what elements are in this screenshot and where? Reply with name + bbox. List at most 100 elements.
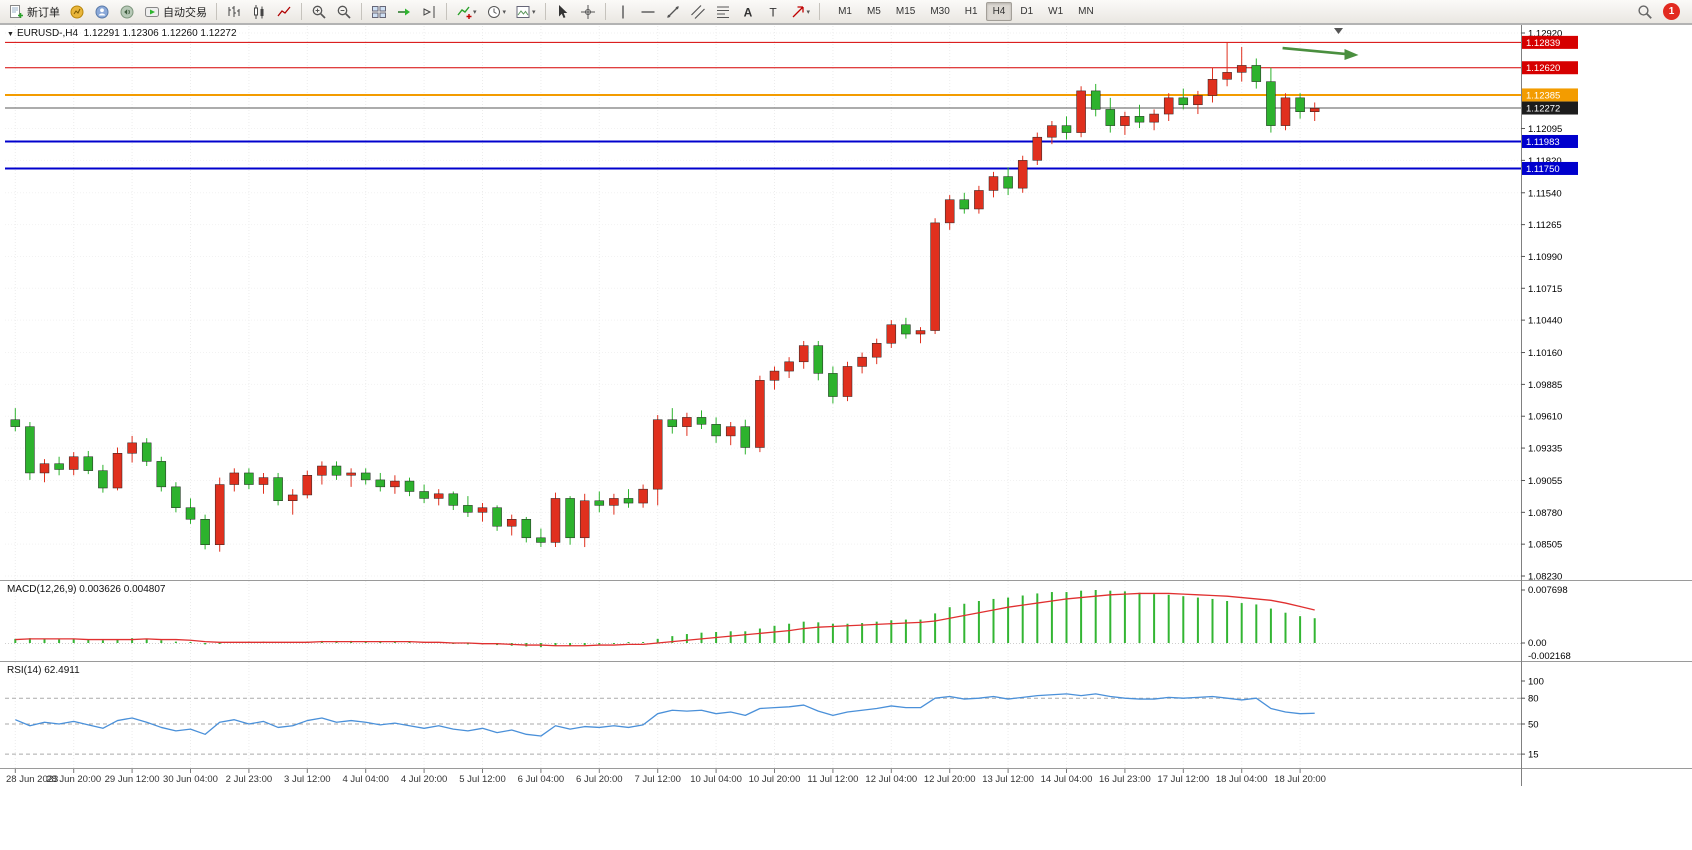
toolbar-separator <box>216 3 217 20</box>
alerts-button[interactable] <box>115 0 139 24</box>
indicators-icon <box>457 6 472 19</box>
svg-text:11 Jul 12:00: 11 Jul 12:00 <box>807 774 858 785</box>
svg-text:1.08505: 1.08505 <box>1528 540 1562 551</box>
timeframe-H4[interactable]: H4 <box>985 2 1013 21</box>
search-icon[interactable] <box>1637 4 1653 20</box>
svg-text:16 Jul 23:00: 16 Jul 23:00 <box>1099 774 1151 785</box>
auto-scroll-icon <box>398 8 410 15</box>
tile-windows-button[interactable] <box>367 0 391 24</box>
timeframe-D1[interactable]: D1 <box>1020 6 1034 17</box>
price-levels-layer[interactable] <box>5 41 1521 170</box>
trendline-icon <box>666 5 679 18</box>
zoom-out-button[interactable] <box>332 0 356 24</box>
label-button[interactable]: T <box>761 0 785 24</box>
toolbar-separator <box>819 3 821 20</box>
cursor-button[interactable] <box>551 0 575 24</box>
svg-text:6 Jul 04:00: 6 Jul 04:00 <box>518 774 564 785</box>
line-chart-icon <box>277 6 291 16</box>
arrows-icon <box>792 5 804 17</box>
svg-text:15: 15 <box>1528 750 1539 761</box>
macd-panel: 0.007698 0.00 -0.002168 <box>5 585 1571 662</box>
text-icon: A <box>743 5 752 19</box>
timeframe-M5[interactable]: M5 <box>866 6 881 17</box>
vertical-line-button[interactable] <box>611 0 635 24</box>
svg-text:1.10160: 1.10160 <box>1528 348 1562 359</box>
arrow-annotation[interactable] <box>1282 46 1359 61</box>
periods-button[interactable]: ▾ <box>482 0 511 24</box>
svg-text:80: 80 <box>1528 694 1539 705</box>
timeframe-M30[interactable]: M30 <box>930 6 950 17</box>
svg-text:1.09055: 1.09055 <box>1528 476 1562 487</box>
timeframe-W1[interactable]: W1 <box>1048 6 1064 17</box>
bar-chart-icon <box>228 5 240 17</box>
svg-text:2 Jul 23:00: 2 Jul 23:00 <box>226 774 272 785</box>
svg-text:1.09610: 1.09610 <box>1528 412 1562 423</box>
svg-text:50: 50 <box>1528 720 1539 731</box>
price-axis[interactable]: 1.12920 1.12095 1.11820 1.11540 1.11265 1.109… <box>1521 29 1578 583</box>
svg-text:1.08230: 1.08230 <box>1528 572 1562 583</box>
timeframe-M15[interactable]: M15 <box>895 6 916 17</box>
zoom-out-icon <box>337 5 351 19</box>
svg-text:0.007698: 0.007698 <box>1528 585 1568 596</box>
channel-button[interactable] <box>686 0 710 24</box>
channel-icon <box>690 4 705 19</box>
timeframe-MN[interactable]: MN <box>1078 6 1094 17</box>
new-order-button[interactable]: 新订单 <box>4 0 64 24</box>
templates-icon <box>516 5 530 18</box>
chevron-down-icon: ▾ <box>502 8 507 16</box>
chevron-down-icon: ▾ <box>806 8 811 16</box>
auto-trading-button[interactable]: 自动交易 <box>140 0 211 24</box>
timeframe-M1[interactable]: M1 <box>838 6 852 17</box>
toolbar-separator <box>361 3 362 20</box>
line-chart-button[interactable] <box>272 0 296 24</box>
new-order-icon <box>10 4 23 18</box>
symbol-text: EURUSD-,H4 <box>16 28 79 39</box>
svg-text:1.12839: 1.12839 <box>1526 38 1560 49</box>
rsi-panel: 100 80 50 15 <box>5 677 1544 761</box>
chevron-down-icon: ▾ <box>532 8 536 16</box>
zoom-in-button[interactable] <box>307 0 331 24</box>
collapse-triangle-icon[interactable]: ▼ <box>7 31 14 38</box>
notification-badge[interactable]: 1 <box>1663 3 1680 20</box>
fibonacci-icon <box>716 6 729 18</box>
auto-trading-label: 自动交易 <box>163 6 207 19</box>
svg-text:1.12920: 1.12920 <box>1528 29 1562 40</box>
svg-text:18 Jul 04:00: 18 Jul 04:00 <box>1216 774 1268 785</box>
svg-text:17 Jul 12:00: 17 Jul 12:00 <box>1157 774 1209 785</box>
chart-shift-icon <box>423 5 435 18</box>
trendline-button[interactable] <box>661 0 685 24</box>
chart-shift-button[interactable] <box>417 0 441 24</box>
svg-text:28 Jun 20:00: 28 Jun 20:00 <box>46 774 101 785</box>
label-icon: T <box>769 5 777 19</box>
chart-symbol-label[interactable]: ▼ EURUSD-,H4 1.12291 1.12306 1.12260 1.12… <box>7 28 237 39</box>
bar-chart-button[interactable] <box>222 0 246 24</box>
crosshair-button[interactable] <box>576 0 600 24</box>
svg-text:1.09885: 1.09885 <box>1528 380 1562 391</box>
toolbar: 新订单 自动交易 ▾ ▾ <box>0 0 1692 24</box>
horizontal-line-button[interactable] <box>636 0 660 24</box>
text-button[interactable]: A <box>736 0 760 24</box>
profiles-button[interactable] <box>90 0 114 24</box>
templates-button[interactable]: ▾ <box>511 0 540 24</box>
toolbar-separator <box>446 3 447 20</box>
arrows-button[interactable]: ▾ <box>786 0 815 24</box>
svg-text:12 Jul 04:00: 12 Jul 04:00 <box>865 774 917 785</box>
svg-text:1.12385: 1.12385 <box>1526 90 1560 101</box>
tile-windows-icon <box>372 5 386 18</box>
fibonacci-button[interactable] <box>711 0 735 24</box>
svg-text:7 Jul 12:00: 7 Jul 12:00 <box>634 774 680 785</box>
auto-scroll-button[interactable] <box>392 0 416 24</box>
timeframe-H1[interactable]: H1 <box>964 6 978 17</box>
toolbar-separator <box>544 3 546 20</box>
candlestick-chart-button[interactable] <box>247 0 271 24</box>
svg-text:1.12095: 1.12095 <box>1528 124 1562 135</box>
charts-button[interactable] <box>65 0 89 24</box>
svg-text:3 Jul 12:00: 3 Jul 12:00 <box>284 774 330 785</box>
indicators-button[interactable]: ▾ <box>452 0 481 24</box>
svg-text:1.11983: 1.11983 <box>1526 137 1560 148</box>
notification-count: 1 <box>1668 6 1675 17</box>
svg-text:1.12272: 1.12272 <box>1526 104 1560 115</box>
svg-text:1.10990: 1.10990 <box>1528 252 1562 263</box>
